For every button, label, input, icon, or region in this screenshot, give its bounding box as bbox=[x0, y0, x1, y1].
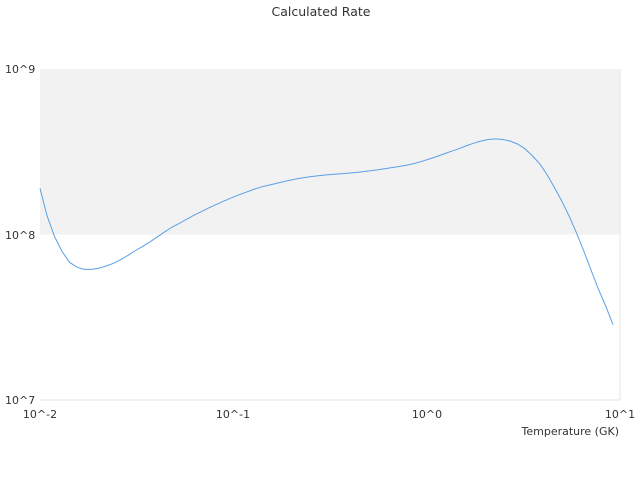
rate-series-line bbox=[39, 138, 614, 325]
x-tick-label: 10^-1 bbox=[216, 408, 250, 421]
x-axis: 10^-2 10^-1 10^0 10^1 bbox=[23, 408, 635, 421]
x-tick-label: 10^1 bbox=[605, 408, 635, 421]
y-tick-label: 10^7 bbox=[5, 394, 35, 407]
plot-band-lower bbox=[40, 234, 620, 400]
plot-area bbox=[40, 69, 621, 401]
x-axis-title: Temperature (GK) bbox=[521, 425, 620, 438]
y-tick-label: 10^9 bbox=[5, 63, 35, 76]
chart-title: Calculated Rate bbox=[272, 4, 371, 19]
x-tick-label: 10^-2 bbox=[23, 408, 57, 421]
y-axis: 10^9 10^8 10^7 bbox=[5, 63, 35, 407]
y-tick-label: 10^8 bbox=[5, 229, 35, 242]
plot-band-upper bbox=[40, 69, 620, 235]
x-tick-label: 10^0 bbox=[412, 408, 442, 421]
